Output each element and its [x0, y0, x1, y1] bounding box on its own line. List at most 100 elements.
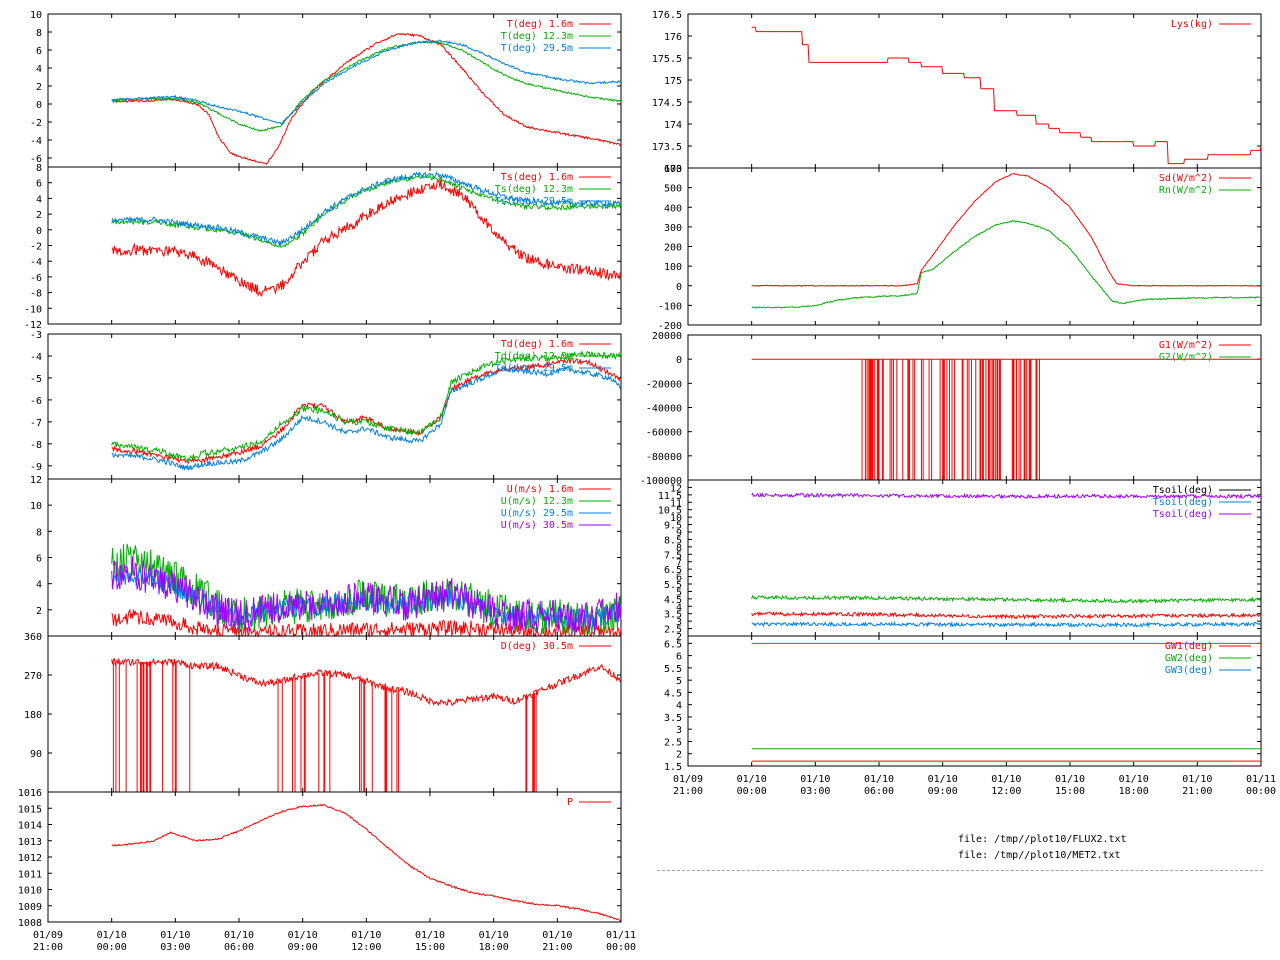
panel-left-D: 360 270 180 90 D(deg) 30.5m	[24, 632, 622, 793]
y-tick-label: -3	[30, 330, 42, 341]
y-tick-label: -200	[658, 321, 682, 332]
y-tick-label: 8	[36, 28, 42, 39]
x-tick-label: 01/09	[33, 930, 63, 941]
x-tick-label: 00:00	[737, 786, 767, 797]
x-tick-label: 18:00	[1119, 786, 1149, 797]
y-tick-label: 1008	[18, 918, 42, 929]
y-tick-label: 2	[36, 82, 42, 93]
x-tick-label: 12:00	[991, 786, 1021, 797]
y-tick-label: -10	[24, 304, 42, 315]
series-line-unnamed	[751, 610, 1262, 620]
y-tick-label: 6	[36, 179, 42, 190]
y-tick-label: 8.5	[664, 535, 682, 546]
y-tick-label: 0	[36, 100, 42, 111]
legend-label: U(m/s) 30.5m	[501, 520, 573, 531]
legend-label: D(deg) 30.5m	[501, 641, 573, 652]
panel-frame	[47, 635, 622, 793]
x-tick-label: 01/10	[991, 774, 1021, 785]
series-line-u-m-s-1-6m	[111, 608, 622, 638]
x-tick-label: 01/10	[800, 774, 830, 785]
y-tick-label: 11	[670, 498, 682, 509]
series-line-td-deg-1-6m	[111, 357, 622, 465]
x-tick-label: 01/10	[1182, 774, 1212, 785]
panel-right-GW: 6.565.554.543.532.521.5GW1(deg)GW2(deg)G…	[664, 635, 1262, 773]
series-line-sd-w-m-2-	[751, 173, 1262, 287]
y-tick-label: 1009	[18, 902, 42, 913]
series-line-d-deg-30-5m	[111, 657, 622, 707]
y-tick-label: 1016	[18, 788, 42, 799]
y-tick-label: -2	[30, 118, 42, 129]
y-tick-label: 1014	[18, 821, 42, 832]
x-tick-label: 01/10	[288, 930, 318, 941]
y-tick-label: 2	[36, 606, 42, 617]
x-tick-label: 21:00	[673, 786, 703, 797]
y-tick-label: 9	[676, 528, 682, 539]
y-tick-label: 176.5	[652, 10, 682, 21]
x-tick-label: 21:00	[1182, 786, 1212, 797]
y-tick-label: -60000	[646, 428, 682, 439]
legend-label: T(deg) 1.6m	[507, 19, 573, 30]
x-tick-label: 01/10	[479, 930, 509, 941]
y-tick-label: 180	[24, 710, 42, 721]
y-tick-label: -2	[30, 242, 42, 253]
x-tick-label: 01/10	[351, 930, 381, 941]
left-time-axis: 01/0921:0001/1000:0001/1003:0001/1006:00…	[33, 930, 636, 953]
legend-label: GW3(deg)	[1165, 665, 1213, 676]
y-tick-label: 5.5	[664, 664, 682, 675]
x-tick-label: 01/11	[1246, 774, 1276, 785]
y-tick-label: 7	[676, 558, 682, 569]
y-tick-label: 2	[676, 750, 682, 761]
y-tick-label: 200	[664, 243, 682, 254]
y-tick-label: 1015	[18, 804, 42, 815]
panel-frame	[687, 13, 1262, 169]
legend-label: Td(deg) 29.5m	[495, 363, 573, 374]
series-line-ts-deg-1-6m	[111, 178, 622, 297]
legend-label: Ts(deg) 29.5m	[495, 196, 573, 207]
file-label-met: file: /tmp//plot10/MET2.txt	[958, 850, 1121, 861]
legend-label: Td(deg) 12.3m	[495, 351, 573, 362]
x-tick-label: 00:00	[97, 942, 127, 953]
legend-label: Lys(kg)	[1171, 19, 1213, 30]
y-tick-label: 2.5	[664, 625, 682, 636]
x-tick-label: 21:00	[33, 942, 63, 953]
legend-label: Rn(W/m^2)	[1159, 185, 1213, 196]
panel-left-T: 10 8 6 4 2 0 -2 -4 -6 T(deg) 1.6mT(deg) 12.3mT(de…	[30, 10, 622, 168]
x-tick-label: 15:00	[1055, 786, 1085, 797]
legend-label: T(deg) 12.3m	[501, 31, 573, 42]
series-line-rn-w-m-2-	[751, 220, 1262, 309]
legend-label: Tsoil(deg)	[1153, 485, 1213, 496]
y-tick-label: 4	[676, 701, 682, 712]
y-tick-label: 600	[664, 164, 682, 175]
legend-label: GW2(deg)	[1165, 653, 1213, 664]
legend-label: Ts(deg) 1.6m	[501, 172, 573, 183]
y-tick-label: -5	[30, 374, 42, 385]
x-tick-label: 01/10	[928, 774, 958, 785]
y-tick-label: 5	[676, 676, 682, 687]
y-tick-label: -8	[30, 289, 42, 300]
x-tick-label: 00:00	[1246, 786, 1276, 797]
y-tick-label: 4.5	[664, 595, 682, 606]
y-tick-label: 360	[24, 632, 42, 643]
y-tick-label: 9.5	[664, 521, 682, 532]
y-tick-label: 3.5	[664, 610, 682, 621]
x-tick-label: 01/10	[415, 930, 445, 941]
y-tick-label: 20000	[652, 331, 682, 342]
y-tick-label: -20000	[646, 379, 682, 390]
x-tick-label: 01/10	[160, 930, 190, 941]
y-tick-label: 3	[676, 725, 682, 736]
y-tick-label: 0	[36, 226, 42, 237]
x-tick-label: 09:00	[928, 786, 958, 797]
series-line-t-deg-29-5m	[111, 39, 622, 125]
y-tick-label: 173.5	[652, 142, 682, 153]
y-tick-label: -4	[30, 136, 42, 147]
y-tick-label: -4	[30, 257, 42, 268]
y-tick-label: 8	[36, 527, 42, 538]
x-tick-label: 03:00	[800, 786, 830, 797]
panel-frame	[687, 635, 1262, 767]
series-line-td-deg-29-5m	[111, 365, 622, 471]
y-tick-label: 175	[664, 76, 682, 87]
legend-label: Tsoil(deg)	[1153, 497, 1213, 508]
y-tick-label: 4	[676, 602, 682, 613]
